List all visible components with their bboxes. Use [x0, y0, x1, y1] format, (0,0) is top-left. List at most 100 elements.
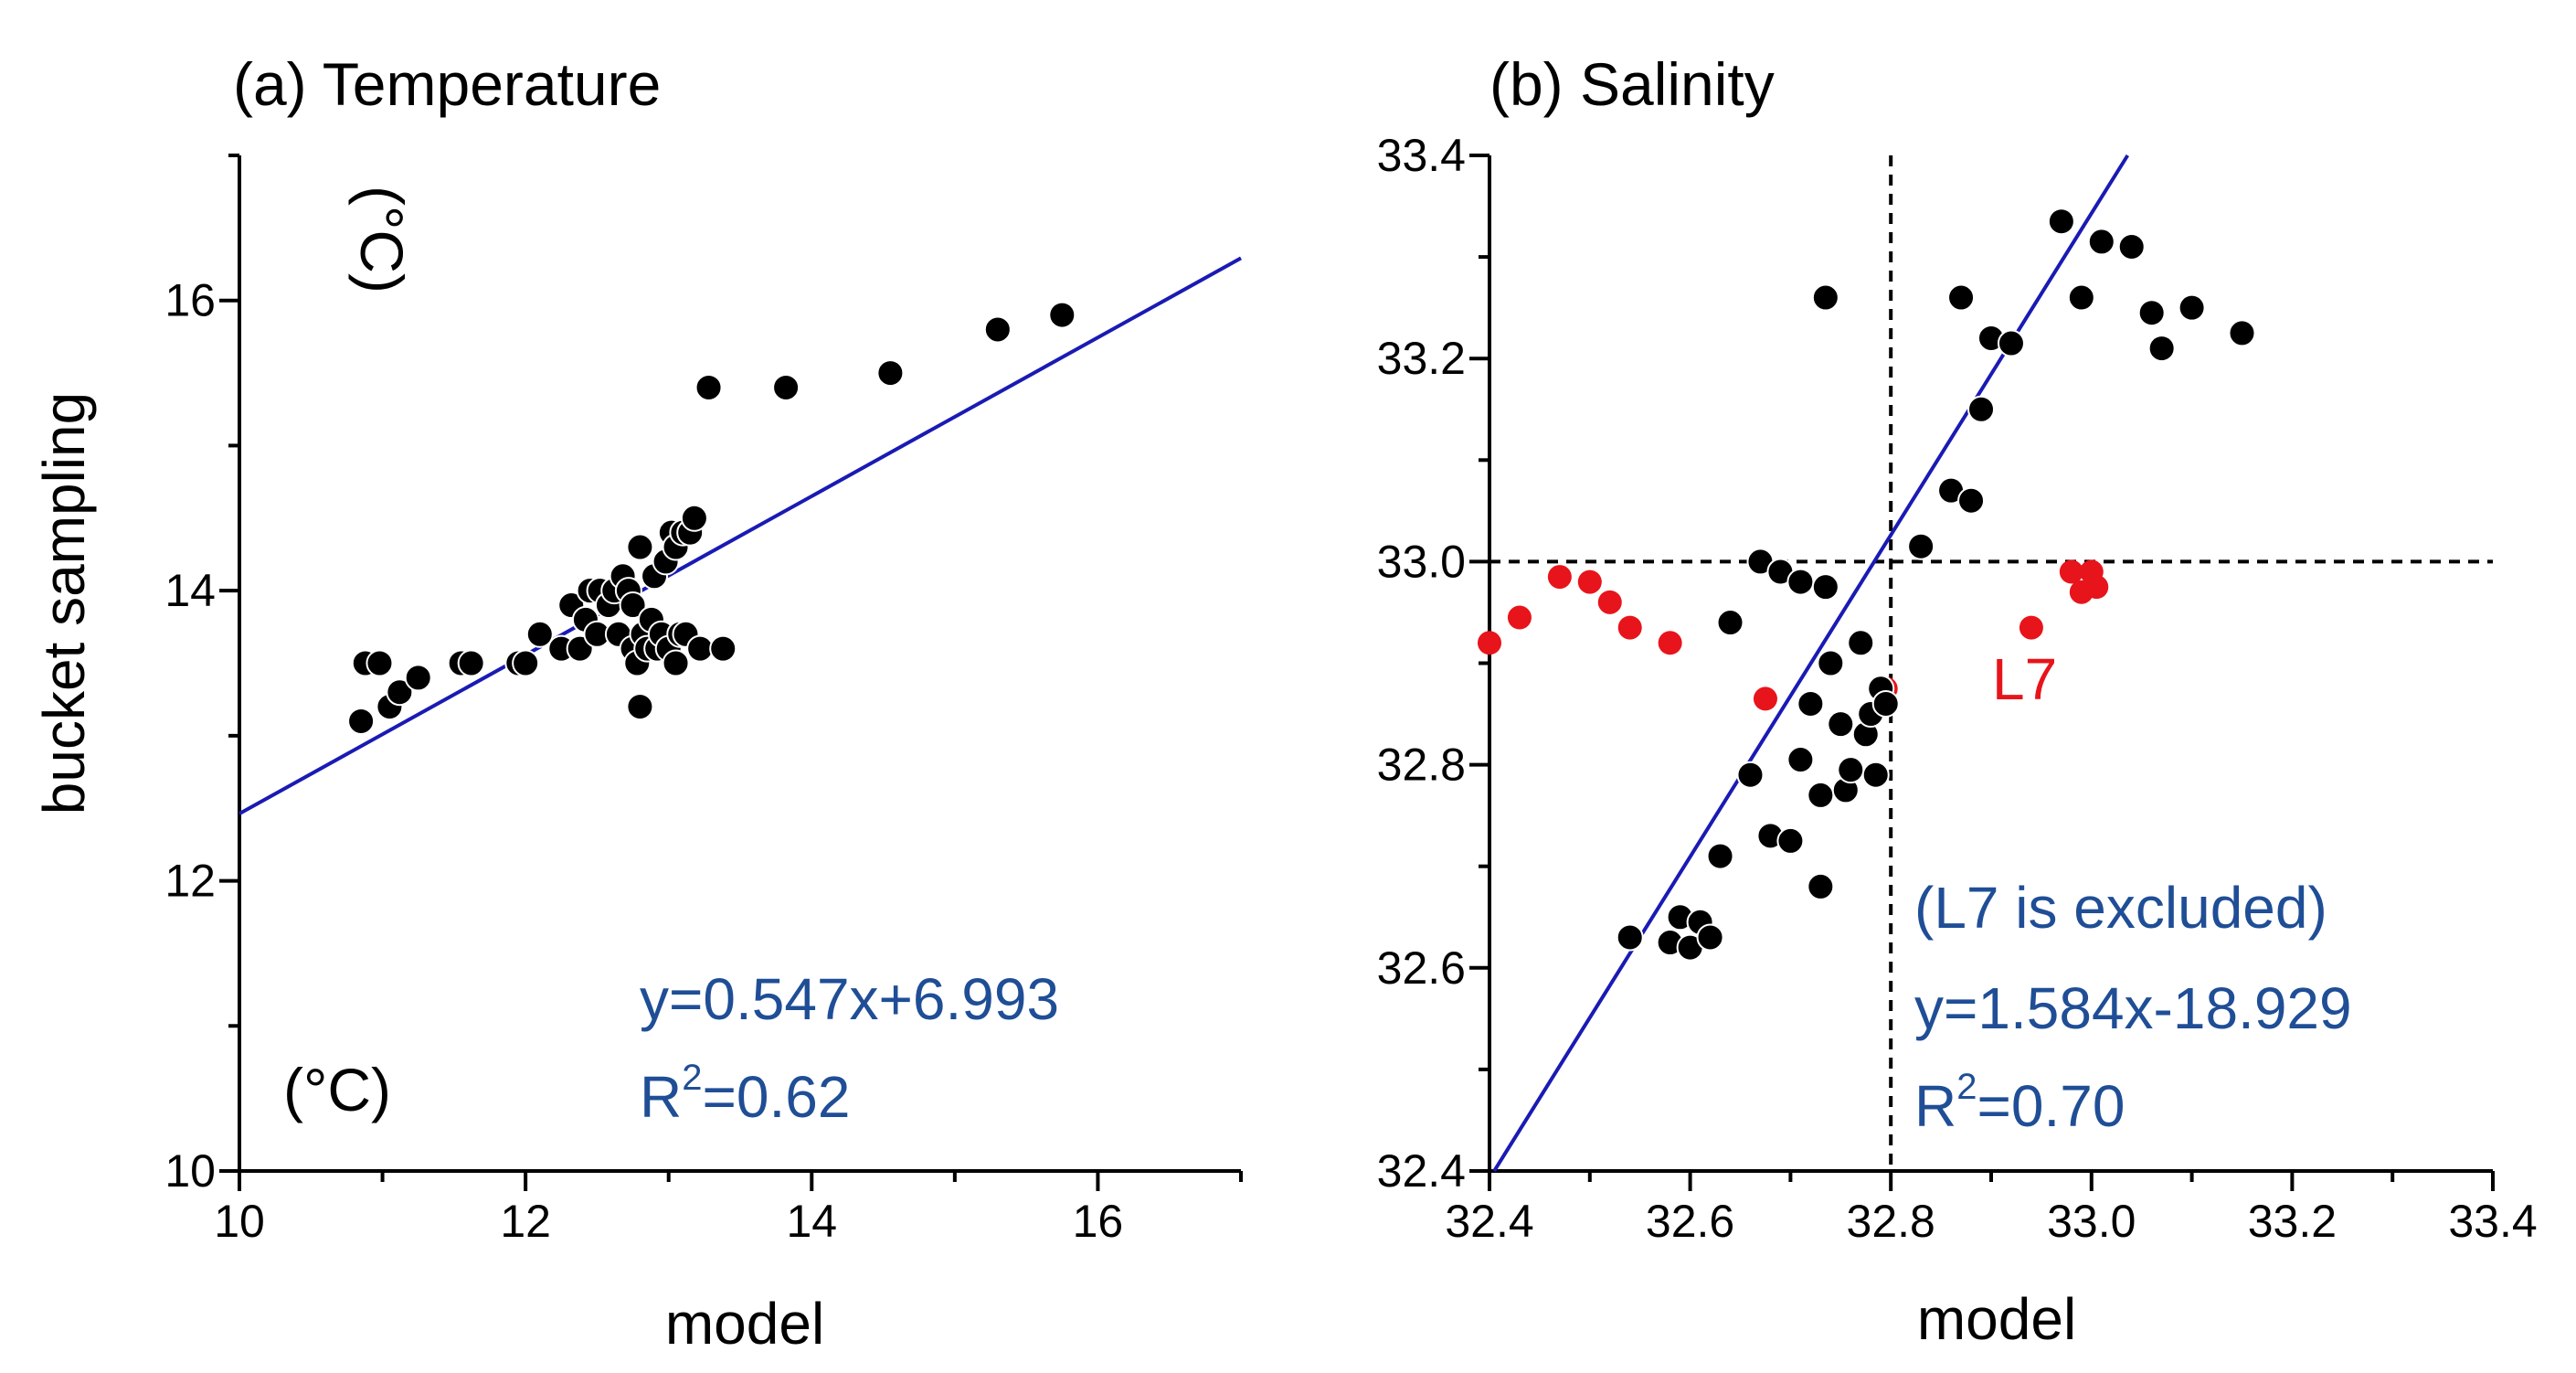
data-point — [1817, 649, 1845, 677]
excluded-label: L7 — [1992, 646, 2057, 712]
data-point — [2087, 228, 2115, 256]
r2-value: =0.70 — [1977, 1073, 2125, 1139]
y-tick-label: 32.6 — [1377, 942, 1466, 994]
y-tick-label: 33.0 — [1377, 536, 1466, 587]
data-point — [386, 678, 414, 707]
data-point — [1807, 781, 1835, 809]
data-point — [1861, 761, 1890, 789]
data-point — [1048, 301, 1076, 329]
data-point — [2047, 208, 2075, 236]
x-tick-label: 14 — [786, 1196, 837, 1247]
axes: 32.4 32.6 32.8 33.0 33.2 33.4 32.4 32.6 32.8 33.0… — [1377, 130, 2538, 1247]
data-point — [1907, 532, 1935, 560]
data-point — [1716, 609, 1744, 637]
data-point — [1807, 872, 1835, 900]
y-tick-label: 33.2 — [1377, 333, 1466, 384]
excluded-point — [1597, 590, 1622, 614]
data-point — [2067, 283, 2095, 312]
data-point — [694, 373, 723, 401]
data-point — [347, 707, 376, 735]
points — [1478, 208, 2256, 962]
data-point — [619, 591, 647, 620]
axes: 10 12 14 16 10 12 14 16 — [164, 154, 1243, 1247]
data-point — [1997, 329, 2025, 357]
data-point — [1736, 761, 1765, 789]
data-point — [680, 504, 708, 532]
x-axis-label: model — [665, 1291, 824, 1357]
fit-equation: y=1.584x-18.929 — [1914, 975, 2352, 1041]
data-point — [2117, 232, 2146, 261]
data-point — [366, 649, 394, 677]
r-squared: R2=0.62 — [640, 1058, 850, 1130]
shared-ylabel: bucket sampling — [31, 392, 97, 814]
fit-group — [1492, 154, 2130, 1173]
x-axis-label: model — [1917, 1286, 2076, 1352]
r2-prefix: R — [640, 1064, 682, 1130]
data-point — [1811, 283, 1839, 312]
fit-note: (L7 is excluded) — [1914, 875, 2327, 941]
y-tick-label: 12 — [164, 856, 216, 907]
chart-salinity: (b) Salinity 32.4 32.6 32.8 33.0 33.2 33.4 32.… — [1377, 50, 2538, 1352]
y-tick-label: 10 — [164, 1145, 216, 1197]
data-point — [1957, 486, 1986, 515]
excluded-point — [1753, 686, 1777, 711]
data-point — [2178, 293, 2206, 322]
data-point — [457, 649, 485, 677]
x-tick-label: 33.0 — [2047, 1196, 2136, 1247]
data-point — [1616, 923, 1644, 952]
excluded-point — [2019, 615, 2043, 640]
x-tick-label: 16 — [1073, 1196, 1124, 1247]
data-point — [1786, 746, 1815, 774]
data-point — [404, 664, 432, 692]
x-tick-label: 12 — [500, 1196, 551, 1247]
data-point — [2147, 335, 2176, 363]
unit-label-x: (°C) — [283, 1056, 391, 1123]
fit-equation: y=0.547x+6.993 — [640, 966, 1059, 1032]
excluded-point — [1577, 569, 1602, 594]
x-tick-label: 33.4 — [2448, 1196, 2537, 1247]
chart-temperature: (a) Temperature 10 12 14 16 10 12 14 16 (°C) (°… — [164, 50, 1243, 1357]
data-point — [1811, 573, 1839, 601]
y-tick-label: 33.4 — [1377, 130, 1466, 181]
data-point — [876, 359, 905, 388]
data-point — [1837, 756, 1865, 784]
y-tick-label: 32.4 — [1377, 1145, 1466, 1197]
excluded-point — [2084, 575, 2109, 600]
r-squared: R2=0.70 — [1914, 1067, 2125, 1139]
data-point — [2137, 299, 2166, 327]
excluded-point — [1658, 631, 1682, 655]
data-point — [1967, 395, 1996, 423]
data-point — [709, 634, 737, 663]
chart-title: (a) Temperature — [233, 50, 661, 118]
data-point — [1776, 826, 1805, 855]
y-tick-label: 32.8 — [1377, 740, 1466, 791]
data-point — [1947, 283, 1976, 312]
chart-title: (b) Salinity — [1489, 50, 1775, 118]
r2-sup: 2 — [1956, 1067, 1977, 1107]
x-tick-label: 32.4 — [1445, 1196, 1533, 1247]
points — [347, 301, 1076, 735]
y-tick-label: 16 — [164, 275, 216, 326]
data-point — [1827, 710, 1855, 739]
data-point — [626, 533, 654, 561]
excluded-point — [2059, 559, 2083, 584]
data-point — [512, 649, 540, 677]
x-tick-label: 10 — [214, 1196, 265, 1247]
data-point — [1696, 923, 1724, 952]
data-point — [626, 693, 654, 721]
y-tick-label: 14 — [164, 565, 216, 616]
excluded-point — [1478, 631, 1501, 655]
r2-value: =0.62 — [702, 1064, 850, 1130]
data-point — [1871, 689, 1900, 718]
unit-label-y: (°C) — [348, 186, 416, 293]
fit-group — [239, 256, 1242, 815]
reference-lines — [1489, 155, 2493, 1171]
r2-prefix: R — [1914, 1073, 1956, 1139]
excluded-point — [1547, 565, 1572, 590]
data-point — [1786, 568, 1815, 596]
data-point — [1797, 689, 1825, 718]
data-point — [772, 373, 800, 401]
excluded-point — [1617, 615, 1642, 640]
x-tick-label: 32.6 — [1646, 1196, 1734, 1247]
